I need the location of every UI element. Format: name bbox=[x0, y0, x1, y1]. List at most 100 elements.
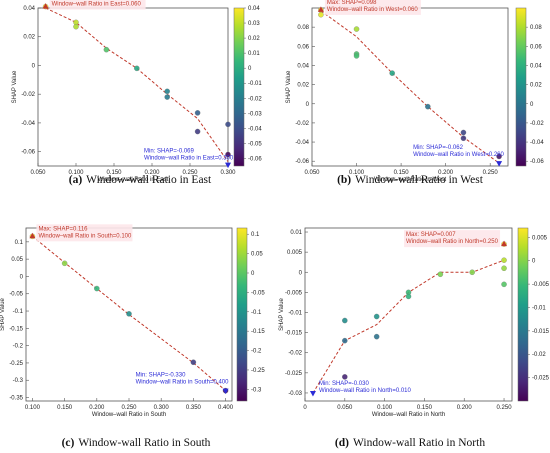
data-point bbox=[225, 151, 231, 158]
colorbar-tick-label: -0.3 bbox=[251, 387, 262, 393]
colorbar-tick-label: 0.02 bbox=[248, 36, 260, 42]
data-point bbox=[342, 337, 348, 344]
panel-letter: (b) bbox=[337, 174, 351, 186]
data-point bbox=[194, 110, 201, 116]
x-tick-label: 0.250 bbox=[182, 170, 198, 176]
y-tick-label: 0.1 bbox=[15, 240, 24, 246]
data-point bbox=[437, 271, 444, 278]
data-point bbox=[501, 265, 507, 271]
chart-panel-0: 0.04 0.02 0 -0.02 -0.04 -0.06 0.050 0.100 0.150 0… bbox=[12, 0, 262, 186]
x-tick-label: 0.200 bbox=[457, 405, 473, 411]
y-tick-label: -0.025 bbox=[285, 371, 303, 377]
max-annotation-line: Window–wall Ratio in East=0.060 bbox=[52, 2, 142, 8]
max-annotation-line: Max: SHAP=0.098 bbox=[327, 0, 377, 6]
y-tick-label: 0 bbox=[299, 270, 303, 276]
data-point bbox=[190, 359, 197, 365]
colorbar-tick-label: 0.04 bbox=[248, 6, 260, 12]
data-point bbox=[353, 53, 360, 59]
data-point bbox=[496, 153, 502, 160]
y-tick-label: -0.2 bbox=[13, 344, 24, 350]
data-point bbox=[94, 285, 100, 292]
y-tick-label: -0.02 bbox=[288, 351, 302, 357]
min-annotation-line: Window–wall Ratio in West=0.260 bbox=[413, 152, 504, 158]
chart-panel-3: 0.01 0.005 0 -0.005 -0.01 -0.015 -0.02 -0.025 -0… bbox=[279, 227, 550, 449]
x-tick-label: 0.050 bbox=[30, 170, 46, 176]
colorbar-tick-label: -0.025 bbox=[532, 376, 550, 382]
y-tick-label: -0.06 bbox=[21, 150, 35, 156]
chart-panel-1: 0.08 0.06 0.04 0.02 0 -0.02 -0.04 -0.06 0.050 0.1… bbox=[286, 0, 544, 186]
colorbar bbox=[236, 227, 248, 402]
y-tick-label: -0.15 bbox=[9, 326, 23, 332]
data-point bbox=[225, 121, 231, 128]
y-tick-label: 0.05 bbox=[11, 257, 23, 263]
data-point bbox=[501, 281, 507, 288]
min-annotation-line: Min: SHAP=-0.062 bbox=[413, 145, 464, 151]
colorbar-tick-label: -0.02 bbox=[530, 121, 544, 127]
max-annotation-bg bbox=[324, 0, 421, 15]
x-tick-label: 0 bbox=[303, 405, 307, 411]
colorbar-tick-label: -0.1 bbox=[251, 310, 262, 316]
colorbar-tick-label: -0.06 bbox=[530, 159, 544, 165]
panel-caption: (b) Window-wall Ratio in West bbox=[337, 174, 484, 186]
data-point bbox=[194, 128, 201, 135]
x-tick-label: 0.100 bbox=[377, 405, 393, 411]
min-marker bbox=[225, 162, 231, 169]
x-tick-label: 0.300 bbox=[154, 405, 170, 411]
y-tick-label: -0.04 bbox=[21, 121, 35, 127]
max-marker bbox=[501, 240, 508, 247]
x-tick-label: 0.150 bbox=[57, 405, 73, 411]
colorbar-tick-label: -0.04 bbox=[248, 126, 262, 132]
max-annotation-line: Window–wall Ratio in West=0.060 bbox=[327, 7, 418, 13]
colorbar-tick-label: -0.05 bbox=[251, 290, 265, 296]
y-tick-label: -0.01 bbox=[288, 310, 302, 316]
panel-caption: (a) Window-wall Ratio in East bbox=[69, 174, 212, 186]
colorbar-tick-label: -0.05 bbox=[248, 141, 262, 147]
x-tick-label: 0.200 bbox=[89, 405, 105, 411]
caption-text: Window-wall Ratio in South bbox=[78, 437, 210, 449]
data-point bbox=[342, 374, 348, 380]
colorbar-tick-label: 0 bbox=[251, 271, 255, 277]
colorbar-tick-label: -0.005 bbox=[532, 282, 550, 288]
min-marker bbox=[496, 161, 503, 167]
data-point bbox=[373, 313, 380, 320]
colorbar-tick-label: -0.02 bbox=[248, 96, 262, 102]
x-tick-label: 0.400 bbox=[218, 405, 234, 411]
x-axis-label: Window–wall Ratio in West bbox=[374, 177, 447, 183]
colorbar-tick-label: -0.04 bbox=[530, 140, 544, 146]
plot-frame bbox=[304, 227, 513, 402]
y-tick-label: 0.02 bbox=[23, 35, 35, 41]
y-tick-label: 0.06 bbox=[297, 44, 309, 50]
colorbar-tick-label: -0.015 bbox=[532, 329, 550, 335]
panel-caption: (d) Window-wall Ratio in North bbox=[335, 437, 485, 449]
caption-text: Window-wall Ratio in West bbox=[355, 174, 484, 186]
colorbar bbox=[233, 7, 245, 167]
max-annotation-line: Max: SHAP=0.007 bbox=[406, 232, 456, 238]
x-tick-label: 0.250 bbox=[483, 170, 499, 176]
x-axis-label: Window–wall Ratio in East bbox=[98, 177, 169, 183]
max-annotation-line: Max: SHAP=0.041 bbox=[52, 0, 102, 1]
y-tick-label: 0 bbox=[20, 274, 24, 280]
y-tick-label: -0.02 bbox=[21, 92, 35, 98]
caption-text: Window-wall Ratio in East bbox=[86, 174, 212, 186]
colorbar bbox=[515, 7, 527, 167]
data-point bbox=[389, 70, 395, 76]
colorbar-tick-label: 0.1 bbox=[251, 232, 260, 238]
min-annotation-line: Window–wall Ratio in East=0.300 bbox=[144, 156, 234, 162]
y-tick-label: -0.25 bbox=[9, 361, 23, 367]
plot-frame bbox=[37, 7, 229, 167]
data-point bbox=[425, 103, 431, 110]
x-tick-label: 0.050 bbox=[337, 405, 353, 411]
y-tick-label: -0.06 bbox=[295, 159, 309, 165]
max-annotation-bg bbox=[404, 230, 501, 248]
y-tick-label: 0.04 bbox=[23, 6, 35, 12]
min-annotation-line: Window–wall Ratio in South=0.400 bbox=[136, 380, 230, 386]
colorbar-tick-label: 0.06 bbox=[530, 44, 542, 50]
x-tick-label: 0.150 bbox=[106, 170, 122, 176]
colorbar-tick-label: 0 bbox=[532, 259, 536, 265]
y-tick-label: -0.04 bbox=[295, 140, 309, 146]
y-tick-label: 0.02 bbox=[297, 83, 309, 89]
colorbar-tick-label: -0.03 bbox=[248, 111, 262, 117]
